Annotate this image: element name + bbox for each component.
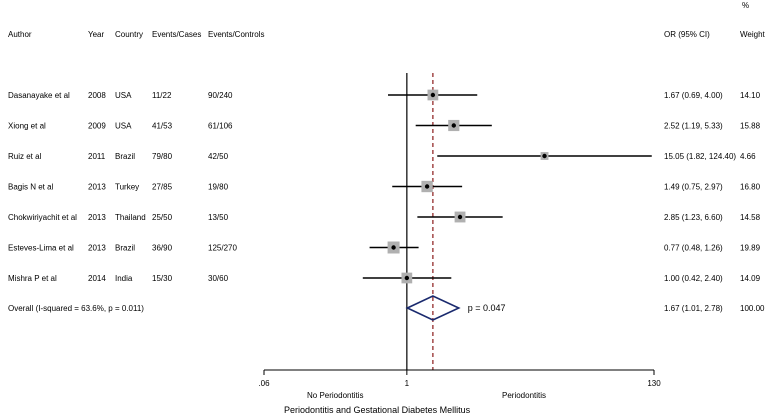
- overall-diamond: [405, 295, 461, 321]
- x-axis-ticks: .06 1 130: [258, 370, 661, 388]
- study-author: Ruiz et al: [8, 152, 42, 161]
- study-year: 2008: [88, 91, 106, 100]
- header-author: Author: [8, 30, 32, 39]
- point-estimate: [542, 153, 547, 159]
- column-headers: Author Year Country Events/Cases Events/…: [8, 1, 766, 39]
- overall-p-value: p = 0.047: [468, 303, 506, 313]
- point-estimate: [404, 275, 410, 281]
- x-tick-label: 1: [405, 379, 410, 388]
- study-author: Chokwiriyachit et al: [8, 213, 77, 222]
- header-events-controls: Events/Controls: [208, 30, 264, 39]
- point-estimate: [457, 214, 463, 220]
- x-axis-left-label: No Periodontitis: [307, 391, 363, 400]
- study-row: Dasanayake et al 2008 USA 11/22 90/240 1.67 (…: [8, 89, 761, 101]
- overall-or-ci: 1.67 (1.01, 2.78): [664, 304, 723, 313]
- study-country: Thailand: [115, 213, 146, 222]
- study-author: Mishra P et al: [8, 274, 57, 283]
- study-events-cases: 15/30: [152, 274, 173, 283]
- overall-row: Overall (I-squared = 63.6%, p = 0.011) p…: [8, 295, 765, 321]
- study-events-controls: 30/60: [208, 274, 229, 283]
- study-or-ci: 15.05 (1.82, 124.40): [664, 152, 736, 161]
- study-events-cases: 79/80: [152, 152, 173, 161]
- study-row: Esteves-Lima et al 2013 Brazil 36/90 125/270…: [8, 241, 761, 254]
- study-year: 2009: [88, 122, 106, 131]
- study-author: Bagis N et al: [8, 183, 54, 192]
- study-country: India: [115, 274, 133, 283]
- study-row: Chokwiriyachit et al 2013 Thailand 25/50 13/…: [8, 211, 761, 223]
- point-estimate: [451, 123, 456, 128]
- study-row: Ruiz et al 2011 Brazil 79/80 42/50 15.05 (1.8…: [8, 152, 756, 161]
- point-estimate: [424, 184, 430, 189]
- study-year: 2013: [88, 244, 106, 253]
- x-axis: .06 1 130 No Periodontitis Periodontitis P…: [258, 369, 661, 415]
- overall-label: Overall (I-squared = 63.6%, p = 0.011): [8, 304, 144, 313]
- x-tick-label: .06: [258, 379, 270, 388]
- study-events-cases: 27/85: [152, 183, 173, 192]
- study-or-ci: 2.85 (1.23, 6.60): [664, 213, 723, 222]
- study-weight: 16.80: [740, 183, 761, 192]
- header-weight: Weight: [740, 30, 766, 39]
- study-weight: 14.10: [740, 91, 761, 100]
- study-country: Turkey: [115, 183, 139, 192]
- study-country: USA: [115, 91, 132, 100]
- study-country: Brazil: [115, 152, 135, 161]
- header-events-cases: Events/Cases: [152, 30, 201, 39]
- study-year: 2013: [88, 213, 106, 222]
- study-rows: Dasanayake et al 2008 USA 11/22 90/240 1.67 (…: [8, 89, 761, 284]
- study-author: Dasanayake et al: [8, 91, 70, 100]
- study-author: Xiong et al: [8, 122, 46, 131]
- x-axis-title: Periodontitis and Gestational Diabetes M…: [284, 405, 471, 415]
- overall-weight: 100.00: [740, 304, 765, 313]
- point-estimate: [430, 92, 436, 98]
- study-year: 2013: [88, 183, 106, 192]
- x-axis-right-label: Periodontitis: [502, 391, 546, 400]
- header-year: Year: [88, 30, 105, 39]
- study-year: 2011: [88, 152, 106, 161]
- study-events-controls: 19/80: [208, 183, 229, 192]
- study-row: Xiong et al 2009 USA 41/53 61/106 2.52 (1.19,…: [8, 119, 761, 132]
- study-or-ci: 1.49 (0.75, 2.97): [664, 183, 723, 192]
- study-weight: 15.88: [740, 122, 761, 131]
- study-events-controls: 125/270: [208, 244, 237, 253]
- study-events-cases: 25/50: [152, 213, 173, 222]
- study-events-controls: 42/50: [208, 152, 229, 161]
- header-weight-percent: %: [742, 1, 749, 10]
- study-events-cases: 36/90: [152, 244, 173, 253]
- study-or-ci: 1.67 (0.69, 4.00): [664, 91, 723, 100]
- x-tick-label: 130: [647, 379, 661, 388]
- study-author: Esteves-Lima et al: [8, 244, 74, 253]
- study-year: 2014: [88, 274, 106, 283]
- study-events-cases: 41/53: [152, 122, 173, 131]
- study-events-controls: 90/240: [208, 91, 233, 100]
- study-events-controls: 61/106: [208, 122, 233, 131]
- study-row: Mishra P et al 2014 India 15/30 30/60 1.00 (0…: [8, 272, 761, 284]
- point-estimate: [391, 245, 396, 250]
- study-country: USA: [115, 122, 132, 131]
- study-events-controls: 13/50: [208, 213, 229, 222]
- study-weight: 4.66: [740, 152, 756, 161]
- study-weight: 14.09: [740, 274, 761, 283]
- study-weight: 19.89: [740, 244, 761, 253]
- study-events-cases: 11/22: [152, 91, 172, 100]
- study-or-ci: 2.52 (1.19, 5.33): [664, 122, 723, 131]
- study-weight: 14.58: [740, 213, 761, 222]
- header-or-ci: OR (95% CI): [664, 30, 710, 39]
- study-or-ci: 0.77 (0.48, 1.26): [664, 244, 723, 253]
- study-row: Bagis N et al 2013 Turkey 27/85 19/80 1.49 (0…: [8, 180, 761, 193]
- study-or-ci: 1.00 (0.42, 2.40): [664, 274, 723, 283]
- study-country: Brazil: [115, 244, 135, 253]
- header-country: Country: [115, 30, 143, 39]
